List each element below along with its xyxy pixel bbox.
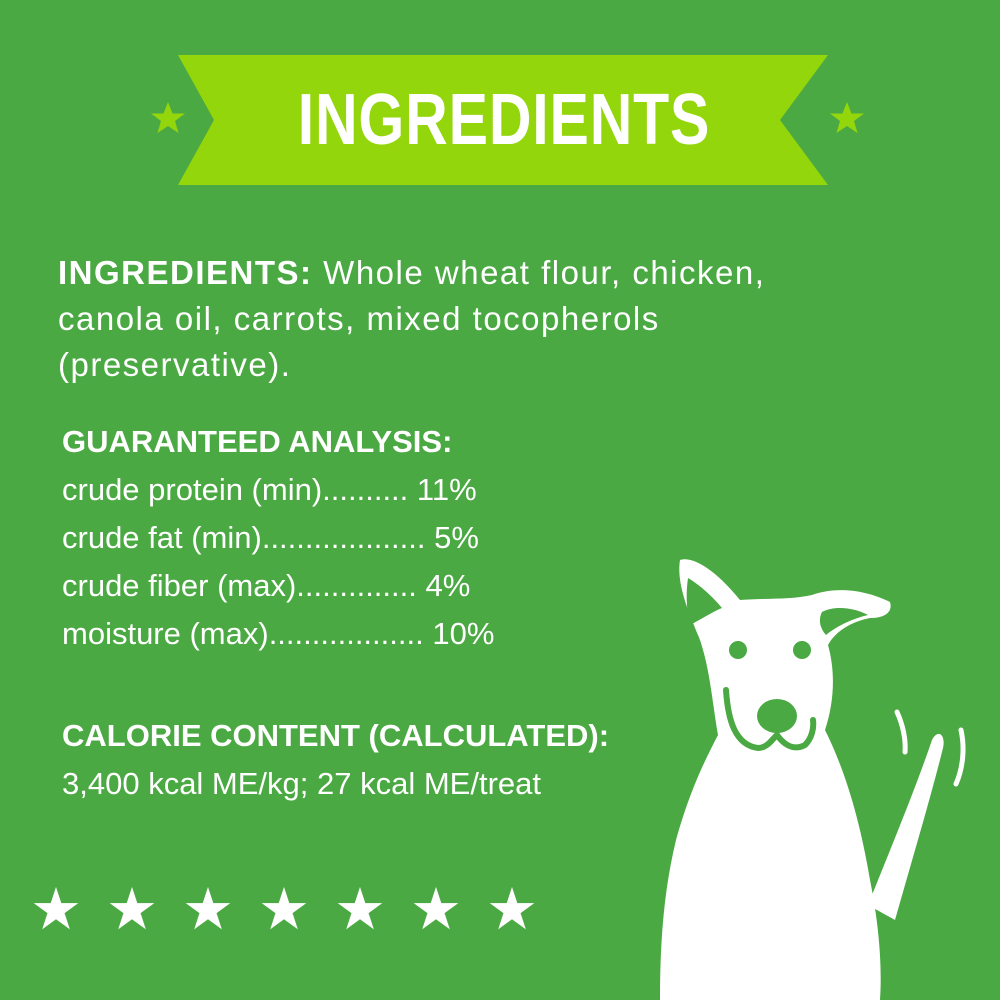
star-icon: ★ — [182, 877, 234, 942]
star-row: ★ ★ ★ ★ ★ ★ ★ — [30, 877, 538, 942]
analysis-row: crude fiber (max).............. 4% — [62, 568, 471, 603]
dog-ear-inner — [686, 578, 722, 625]
analysis-row: moisture (max).................. 10% — [62, 616, 495, 651]
analysis-row: crude fat (min)................... 5% — [62, 520, 479, 555]
calorie-value: 3,400 kcal ME/kg; 27 kcal ME/treat — [62, 766, 541, 801]
dog-nose — [757, 699, 797, 733]
dog-eye — [729, 641, 747, 659]
ingredients-list: Whole wheat flour, chicken, canola oil, … — [58, 254, 766, 383]
banner-title: INGREDIENTS — [297, 80, 711, 160]
ingredients-label: INGREDIENTS: — [58, 254, 313, 291]
analysis-heading: GUARANTEED ANALYSIS: — [62, 424, 453, 459]
star-icon: ★ — [410, 877, 462, 942]
star-icon: ★ — [334, 877, 386, 942]
star-icon: ★ — [258, 877, 310, 942]
star-icon: ★ — [30, 877, 82, 942]
dog-tail — [868, 733, 944, 920]
star-icon — [151, 102, 185, 133]
wag-line — [953, 727, 966, 787]
star-icon — [830, 102, 864, 133]
banner — [151, 55, 864, 185]
banner-ribbon — [178, 55, 828, 185]
dog-ear-inner — [819, 608, 868, 635]
dog-mouth — [723, 687, 817, 752]
star-icon: ★ — [486, 877, 538, 942]
analysis-row: crude protein (min).......... 11% — [62, 472, 477, 507]
dog-body — [660, 559, 891, 1000]
star-icon: ★ — [106, 877, 158, 942]
dog-eye — [793, 641, 811, 659]
guaranteed-analysis: GUARANTEED ANALYSIS: crude protein (min)… — [62, 418, 494, 658]
calorie-heading: CALORIE CONTENT (CALCULATED): — [62, 718, 610, 753]
ingredients-text: INGREDIENTS: Whole wheat flour, chicken,… — [58, 250, 858, 388]
wag-line — [894, 709, 908, 755]
calorie-content: CALORIE CONTENT (CALCULATED): 3,400 kcal… — [62, 712, 609, 808]
